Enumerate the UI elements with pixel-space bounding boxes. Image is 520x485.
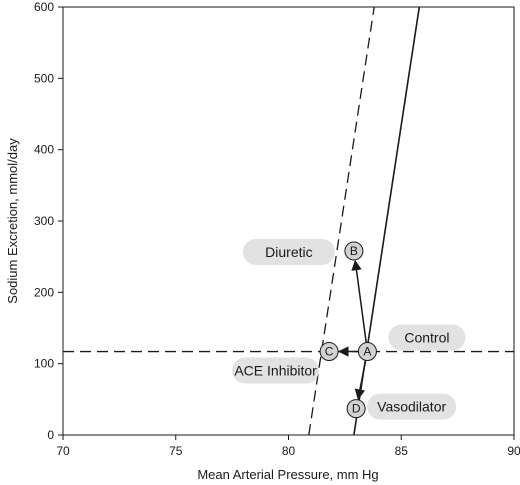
annotation-pill: Vasodilator: [367, 393, 457, 420]
series-line-2: [308, 7, 375, 435]
x-tick-label: 75: [169, 444, 183, 458]
x-tick-label: 70: [56, 444, 70, 458]
arrow-A-to-D: [354, 360, 367, 400]
y-tick-label: 300: [34, 214, 54, 228]
y-tick-label: 400: [34, 143, 54, 157]
point-marker: [319, 342, 339, 362]
annotation-label: Vasodilator: [377, 399, 446, 415]
annotation-label: ACE Inhibitor: [234, 363, 317, 379]
annotation-pill-bg: [367, 393, 457, 420]
y-tick-label: 0: [47, 428, 54, 442]
x-tick-label: 90: [507, 444, 520, 458]
y-tick-label: 100: [34, 357, 54, 371]
point-marker: [357, 342, 377, 362]
point-label: A: [363, 345, 371, 359]
point-label: C: [325, 345, 334, 359]
y-tick-label: 500: [34, 71, 54, 85]
point-label: B: [350, 244, 358, 258]
x-axis-title: Mean Arterial Pressure, mm Hg: [197, 467, 378, 482]
point-label: D: [352, 402, 361, 416]
data-point-c: C: [319, 342, 339, 362]
annotation-pill-bg: [242, 238, 335, 265]
annotation-pill-bg: [232, 357, 320, 384]
data-point-b: B: [344, 241, 364, 261]
point-marker: [346, 399, 366, 419]
x-tick-label: 85: [395, 444, 409, 458]
annotations-layer: Diuretic Control ACE Inhibitor Vasodilator: [232, 238, 466, 420]
annotation-label: Diuretic: [265, 244, 312, 260]
annotation-label: Control: [404, 330, 449, 346]
x-tick-label: 80: [282, 444, 296, 458]
points-layer: A B C D: [319, 241, 377, 419]
annotation-pill: ACE Inhibitor: [232, 357, 320, 384]
arrows-layer: [338, 259, 367, 400]
point-marker: [344, 241, 364, 261]
ticks-layer: 70 75 80 85 90 0 100 200 300 400 500 600: [34, 0, 520, 458]
data-point-d: D: [346, 399, 366, 419]
data-point-a: A: [357, 342, 377, 362]
annotation-pill: Diuretic: [242, 238, 335, 265]
annotation-pill-bg: [388, 324, 466, 351]
y-tick-label: 600: [34, 0, 54, 14]
y-tick-label: 200: [34, 285, 54, 299]
arrow-A-to-B: [351, 259, 367, 343]
annotation-pill: Control: [388, 324, 466, 351]
y-axis-title: Sodium Excretion, mmol/day: [5, 138, 20, 304]
